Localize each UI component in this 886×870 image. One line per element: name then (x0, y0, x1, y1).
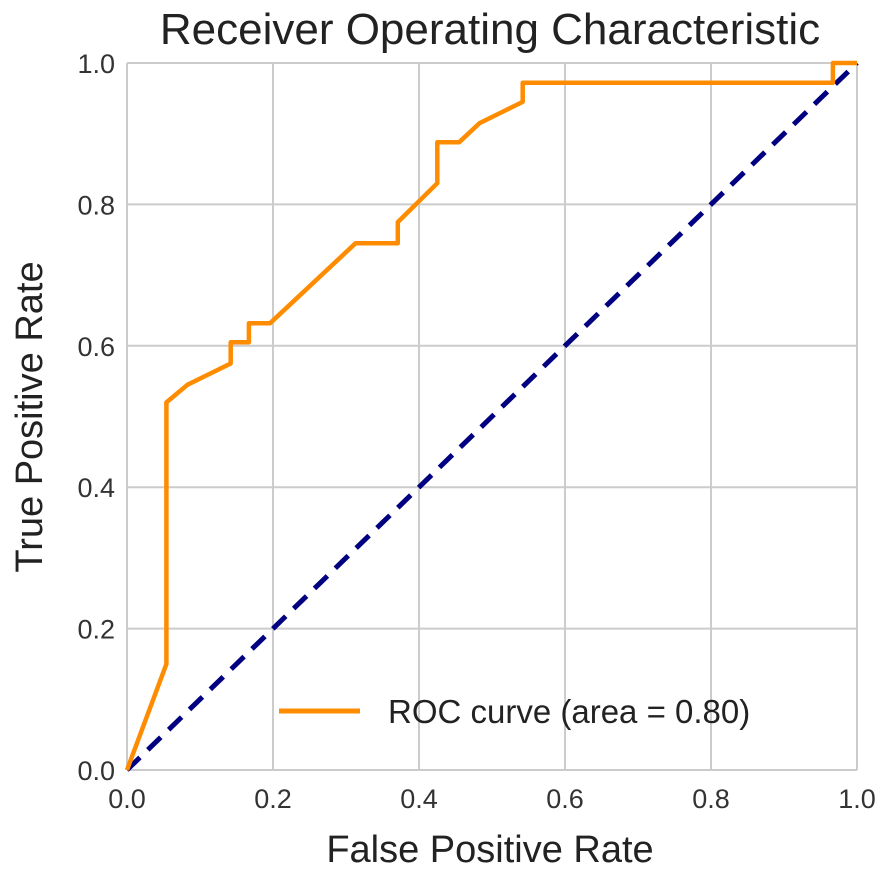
x-axis-label: False Positive Rate (326, 829, 653, 870)
x-axis-ticks: 0.0 0.2 0.4 0.6 0.8 1.0 (108, 784, 876, 814)
y-axis-label: True Positive Rate (9, 261, 51, 572)
legend-label: ROC curve (area = 0.80) (388, 693, 750, 730)
x-tick-label: 0.4 (400, 784, 438, 814)
y-tick-label: 1.0 (77, 49, 115, 79)
chart-title: Receiver Operating Characteristic (160, 5, 820, 54)
x-tick-label: 0.2 (254, 784, 292, 814)
y-tick-label: 0.4 (77, 473, 115, 503)
x-tick-label: 0.8 (692, 784, 730, 814)
grid (126, 62, 858, 771)
y-tick-label: 0.2 (77, 615, 115, 645)
y-tick-label: 0.6 (77, 332, 115, 362)
plot-series (124, 60, 859, 772)
y-axis-ticks: 0.0 0.2 0.4 0.6 0.8 1.0 (77, 49, 115, 786)
y-tick-label: 0.8 (77, 190, 115, 220)
x-tick-label: 1.0 (838, 784, 876, 814)
y-tick-label: 0.0 (77, 756, 115, 786)
x-tick-label: 0.0 (108, 784, 146, 814)
chance-diagonal-line (125, 61, 859, 772)
roc-curve-line (124, 60, 857, 771)
x-tick-label: 0.6 (546, 784, 584, 814)
legend: ROC curve (area = 0.80) (279, 693, 750, 730)
